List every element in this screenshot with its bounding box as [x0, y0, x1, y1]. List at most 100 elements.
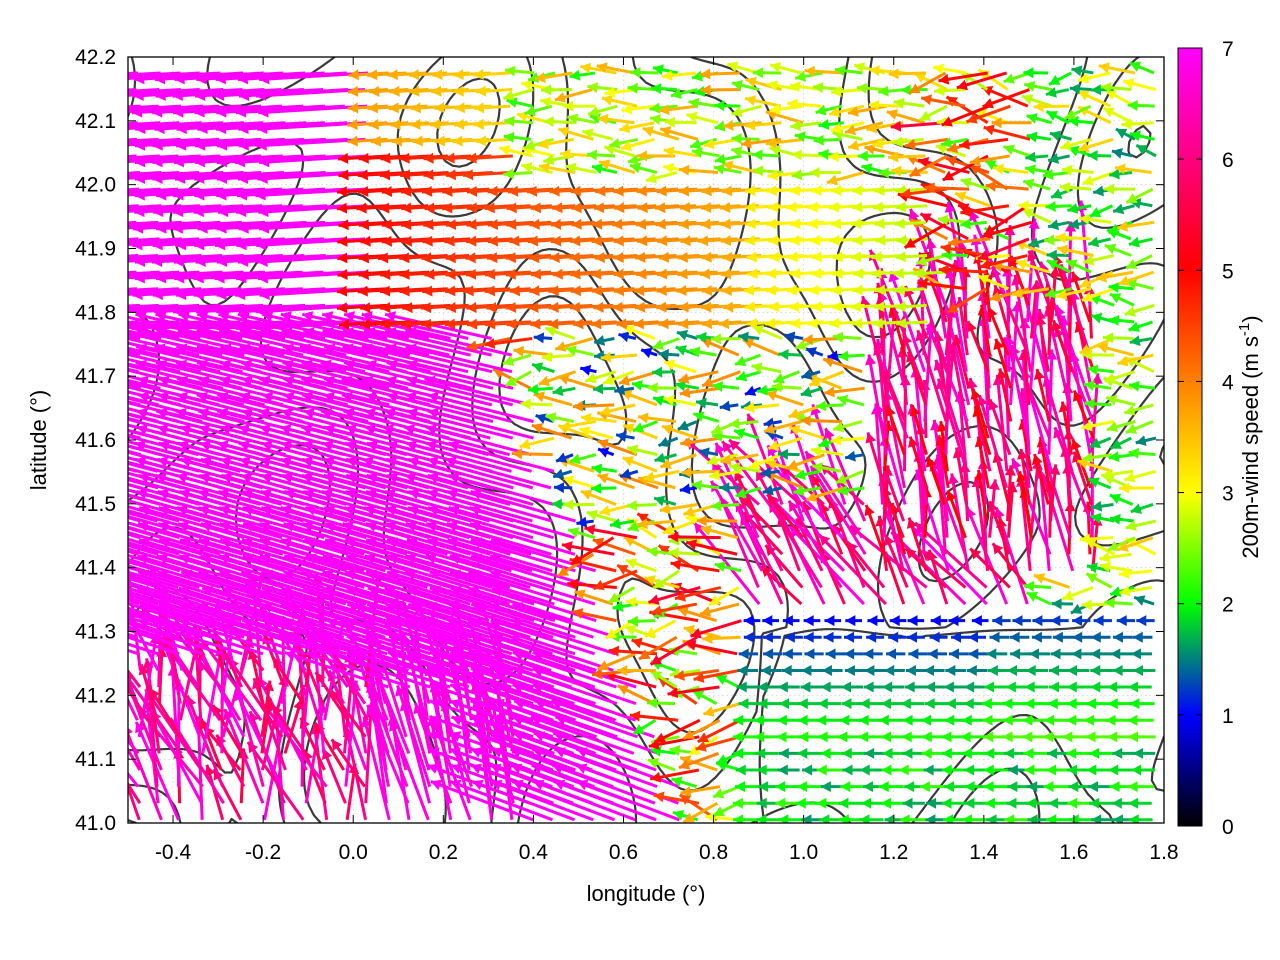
- wind-arrow-head: [465, 268, 477, 280]
- wind-arrow-head: [93, 327, 104, 338]
- wind-arrow-head: [616, 318, 627, 330]
- wind-arrow-head: [94, 473, 105, 484]
- wind-arrow-head: [560, 420, 572, 432]
- wind-arrow-head: [1079, 533, 1091, 545]
- wind-arrow-head: [654, 495, 666, 507]
- wind-arrow-head: [257, 272, 269, 284]
- wind-arrow-head: [920, 213, 932, 224]
- wind-arrow-head: [487, 185, 498, 197]
- wind-arrow-head: [766, 268, 777, 280]
- wind-arrow-head: [367, 102, 378, 114]
- wind-arrow-head: [1123, 78, 1135, 89]
- wind-arrow-head: [847, 106, 859, 117]
- wind-arrow-head: [1082, 452, 1094, 463]
- wind-arrow-head: [368, 119, 379, 131]
- wind-arrow-head: [961, 814, 972, 823]
- wind-arrow-head: [1066, 681, 1077, 693]
- wind-arrow-head: [790, 120, 801, 131]
- wind-arrow-head: [895, 301, 906, 313]
- wind-arrow-head: [863, 681, 874, 693]
- wind-arrow-head: [789, 234, 800, 246]
- wind-arrow-head: [258, 106, 269, 118]
- wind-arrow-head: [944, 781, 955, 793]
- wind-arrow-head: [527, 235, 539, 247]
- wind-arrow-head: [787, 459, 799, 470]
- wind-arrow-head: [888, 68, 899, 80]
- wind-arrow-head: [521, 162, 533, 173]
- wind-arrow-shaft: [242, 522, 349, 556]
- wind-arrow-head: [766, 185, 777, 197]
- wind-arrow-shaft: [128, 368, 203, 390]
- wind-arrow-head: [955, 191, 967, 202]
- wind-arrow-head: [937, 214, 949, 226]
- wind-arrow-head: [829, 234, 840, 246]
- wind-arrow-head: [1091, 500, 1103, 512]
- wind-arrow-head: [1112, 747, 1123, 759]
- wind-arrow-head: [587, 82, 598, 93]
- wind-arrow-head: [1033, 369, 1045, 380]
- wind-arrow-head: [410, 102, 422, 114]
- wind-arrow-head: [874, 218, 885, 230]
- wind-arrow-head: [679, 759, 691, 770]
- wind-arrow-shaft: [302, 586, 409, 623]
- wind-arrow-head: [900, 698, 911, 710]
- wind-arrow-head: [423, 152, 434, 164]
- wind-arrow-shaft: [218, 328, 326, 357]
- wind-arrow-head: [809, 167, 820, 179]
- colorbar-tick-label: 1: [1222, 705, 1234, 728]
- wind-arrow-head: [852, 234, 863, 246]
- wind-arrow-head: [531, 423, 544, 434]
- wind-arrow-head: [809, 376, 821, 387]
- wind-arrow-head: [338, 152, 349, 164]
- wind-arrow-head: [1127, 99, 1138, 111]
- wind-arrow-head: [29, 239, 39, 250]
- wind-arrow-head: [336, 186, 348, 198]
- wind-arrow-head: [28, 289, 38, 300]
- wind-arrow-shaft: [128, 380, 220, 407]
- wind-arrow-head: [963, 698, 974, 710]
- wind-arrow-shaft: [396, 684, 432, 788]
- wind-arrow-head: [336, 285, 348, 297]
- wind-arrow-head: [511, 448, 523, 460]
- wind-arrow-head: [605, 628, 618, 639]
- wind-arrow-head: [838, 814, 849, 823]
- wind-arrow-head: [940, 243, 952, 255]
- wind-arrow-head: [878, 714, 889, 726]
- wind-arrow-head: [844, 631, 855, 643]
- wind-arrow-head: [841, 747, 852, 759]
- wind-arrow-head: [982, 714, 993, 726]
- wind-arrow-head: [795, 71, 807, 82]
- wind-arrow-shaft: [709, 480, 764, 572]
- wind-arrow-head: [49, 256, 59, 267]
- wind-arrow-head: [782, 615, 793, 627]
- wind-arrow-shaft: [882, 507, 926, 605]
- colorbar-tick-label: 6: [1222, 149, 1234, 172]
- wind-arrow-head: [534, 72, 546, 83]
- wind-arrow-head: [821, 664, 832, 676]
- wind-arrow-head: [1128, 814, 1139, 823]
- wind-arrow-head: [114, 392, 125, 403]
- wind-arrow-head: [734, 355, 747, 367]
- wind-arrow-shaft: [128, 541, 224, 573]
- wind-arrow-head: [925, 238, 937, 250]
- wind-arrow-head: [875, 234, 886, 246]
- wind-arrow-head: [677, 606, 689, 617]
- wind-arrow-shaft: [128, 590, 222, 623]
- wind-arrow-head: [777, 681, 788, 693]
- wind-arrow-head: [985, 160, 997, 171]
- wind-arrow-head: [236, 206, 247, 218]
- wind-arrow-head: [1002, 731, 1013, 743]
- wind-arrow-head: [1117, 355, 1129, 367]
- wind-arrow-head: [128, 727, 133, 734]
- wind-arrow-head: [204, 764, 215, 776]
- wind-arrow-shaft: [128, 543, 159, 556]
- wind-arrow-head: [673, 809, 685, 821]
- wind-arrow-head: [1030, 280, 1042, 291]
- wind-arrow-head: [53, 376, 64, 387]
- wind-arrow-head: [151, 255, 163, 267]
- wind-arrow-head: [1089, 207, 1102, 218]
- wind-arrow-head: [1112, 631, 1123, 643]
- wind-arrow-head: [422, 235, 433, 247]
- wind-arrow-head: [55, 424, 66, 435]
- wind-arrow-head: [1051, 320, 1063, 332]
